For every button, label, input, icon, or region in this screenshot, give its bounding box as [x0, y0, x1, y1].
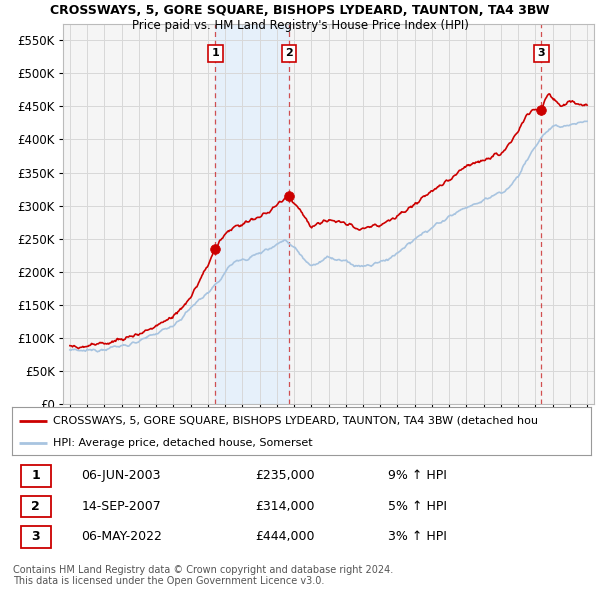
Text: £444,000: £444,000	[255, 530, 314, 543]
Text: 3: 3	[31, 530, 40, 543]
Text: Contains HM Land Registry data © Crown copyright and database right 2024.: Contains HM Land Registry data © Crown c…	[13, 565, 394, 575]
Text: This data is licensed under the Open Government Licence v3.0.: This data is licensed under the Open Gov…	[13, 576, 325, 586]
Text: 06-MAY-2022: 06-MAY-2022	[82, 530, 163, 543]
FancyBboxPatch shape	[20, 526, 51, 548]
Text: £235,000: £235,000	[255, 470, 315, 483]
Text: 5% ↑ HPI: 5% ↑ HPI	[388, 500, 448, 513]
Text: Price paid vs. HM Land Registry's House Price Index (HPI): Price paid vs. HM Land Registry's House …	[131, 19, 469, 32]
Text: 9% ↑ HPI: 9% ↑ HPI	[388, 470, 447, 483]
Text: £314,000: £314,000	[255, 500, 314, 513]
Text: CROSSWAYS, 5, GORE SQUARE, BISHOPS LYDEARD, TAUNTON, TA4 3BW (detached hou: CROSSWAYS, 5, GORE SQUARE, BISHOPS LYDEA…	[53, 415, 538, 425]
Text: 14-SEP-2007: 14-SEP-2007	[82, 500, 161, 513]
Bar	[215, 24, 289, 404]
Text: 06-JUN-2003: 06-JUN-2003	[82, 470, 161, 483]
Text: HPI: Average price, detached house, Somerset: HPI: Average price, detached house, Some…	[53, 438, 312, 448]
Text: 1: 1	[31, 470, 40, 483]
FancyBboxPatch shape	[20, 496, 51, 517]
Text: 3% ↑ HPI: 3% ↑ HPI	[388, 530, 447, 543]
Text: CROSSWAYS, 5, GORE SQUARE, BISHOPS LYDEARD, TAUNTON, TA4 3BW: CROSSWAYS, 5, GORE SQUARE, BISHOPS LYDEA…	[50, 4, 550, 17]
Text: 2: 2	[31, 500, 40, 513]
Text: 1: 1	[212, 48, 219, 58]
Text: 3: 3	[538, 48, 545, 58]
Text: 2: 2	[285, 48, 293, 58]
FancyBboxPatch shape	[20, 465, 51, 487]
